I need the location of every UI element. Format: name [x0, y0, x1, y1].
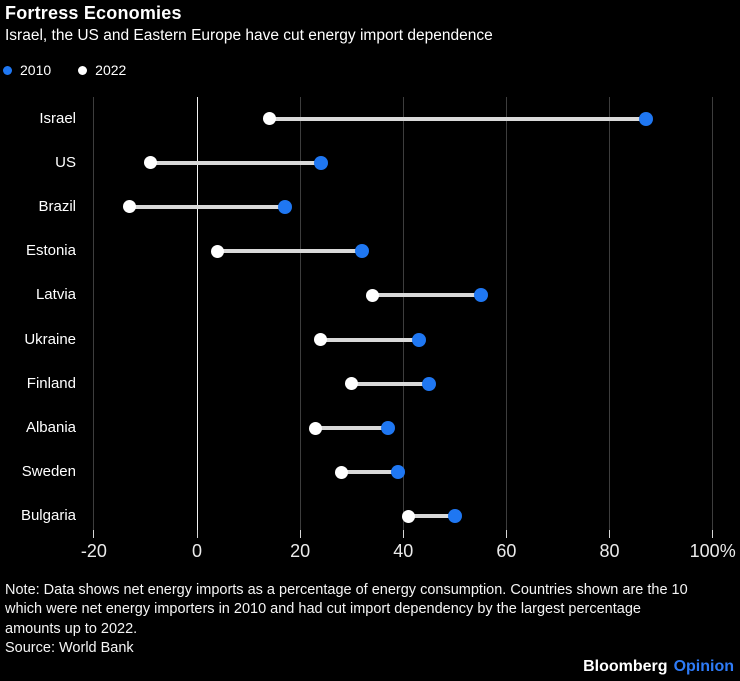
category-label-ukraine: Ukraine	[24, 330, 76, 348]
dot-2010-bulgaria	[447, 509, 462, 524]
dot-2022-finland	[345, 377, 359, 391]
dot-2010-latvia	[473, 288, 488, 303]
chart-subtitle: Israel, the US and Eastern Europe have c…	[5, 27, 493, 44]
axis-tick-80	[609, 530, 611, 538]
category-label-albania: Albania	[25, 419, 76, 437]
gridline-40	[402, 97, 404, 530]
connector-brazil	[129, 204, 285, 209]
category-label-estonia: Estonia	[25, 242, 76, 260]
dot-2010-finland	[422, 376, 437, 391]
axis-tick-100	[712, 530, 714, 538]
x-tick-label-20: 20	[290, 541, 311, 561]
connector-finland	[351, 381, 430, 386]
dot-2022-brazil	[123, 200, 137, 214]
dot-2010-israel	[638, 111, 653, 126]
connector-estonia	[217, 249, 363, 254]
legend-dot-2010-icon	[3, 65, 12, 75]
dot-2010-us	[313, 155, 328, 170]
source-line: Source: World Bank	[5, 639, 134, 656]
legend-item-2022: 2022	[78, 62, 126, 78]
dot-2010-estonia	[355, 244, 370, 259]
gridline--20	[93, 97, 95, 530]
dot-2022-us	[144, 156, 158, 170]
category-label-israel: Israel	[39, 109, 76, 127]
dot-2022-bulgaria	[401, 509, 415, 523]
legend-dot-2022-icon	[78, 65, 88, 75]
axis-tick--20	[93, 530, 95, 538]
dot-2010-brazil	[277, 199, 292, 214]
x-tick-label-0: 0	[191, 541, 202, 561]
dot-2010-sweden	[391, 465, 406, 480]
connector-ukraine	[320, 337, 419, 342]
x-tick-label-60: 60	[496, 541, 517, 561]
connector-bulgaria	[408, 514, 455, 519]
category-label-us: US	[55, 153, 76, 171]
connector-israel	[269, 116, 646, 121]
connector-sweden	[341, 470, 399, 475]
category-label-bulgaria: Bulgaria	[20, 507, 76, 525]
connector-albania	[315, 426, 388, 431]
dot-2022-latvia	[365, 288, 379, 302]
dot-2010-ukraine	[411, 332, 426, 347]
note: Note: Data shows net energy imports as a…	[5, 581, 688, 658]
dot-2022-ukraine	[314, 333, 328, 347]
legend: 2010 2022	[3, 62, 126, 78]
dot-2022-israel	[262, 112, 276, 125]
dot-2022-sweden	[334, 465, 348, 479]
gridline-80	[609, 97, 611, 530]
axis-tick-20	[299, 530, 301, 538]
axis-tick-60	[505, 530, 507, 538]
legend-label-2022: 2022	[95, 62, 127, 78]
chart-title: Fortress Economies	[5, 3, 182, 23]
connector-latvia	[372, 293, 481, 298]
gridline-0	[196, 97, 198, 530]
category-label-sweden: Sweden	[21, 463, 76, 481]
category-label-finland: Finland	[26, 374, 76, 392]
dot-2022-estonia	[211, 244, 225, 258]
note-line-1: Note: Data shows net energy imports as a…	[5, 582, 688, 598]
gridline-20	[299, 97, 301, 530]
gridline-60	[505, 97, 507, 530]
x-tick-label-80: 80	[599, 541, 620, 561]
footer-brand: Bloomberg Opinion	[583, 658, 734, 676]
note-line-3: amounts up to 2022.	[5, 620, 138, 637]
dot-2022-albania	[309, 421, 323, 435]
connector-us	[150, 160, 321, 165]
plot-area: -20 0 20 40 60 80 100% Israel US Brazil Estonia Lat…	[0, 97, 740, 572]
legend-label-2010: 2010	[20, 62, 52, 78]
legend-item-2010: 2010	[3, 62, 51, 78]
axis-tick-0	[196, 530, 198, 538]
axis-tick-40	[402, 530, 404, 538]
note-line-2: which were net energy importers in 2010 …	[5, 601, 641, 618]
x-tick-label-40: 40	[393, 541, 414, 561]
brand-opinion: Opinion	[673, 658, 734, 675]
dot-2010-albania	[380, 421, 395, 436]
category-label-brazil: Brazil	[38, 197, 76, 215]
gridline-100	[712, 97, 714, 530]
x-tick-label--20: -20	[80, 541, 107, 561]
brand-bloomberg: Bloomberg	[583, 658, 668, 675]
x-tick-label-100: 100%	[689, 541, 736, 561]
category-label-latvia: Latvia	[35, 286, 76, 304]
